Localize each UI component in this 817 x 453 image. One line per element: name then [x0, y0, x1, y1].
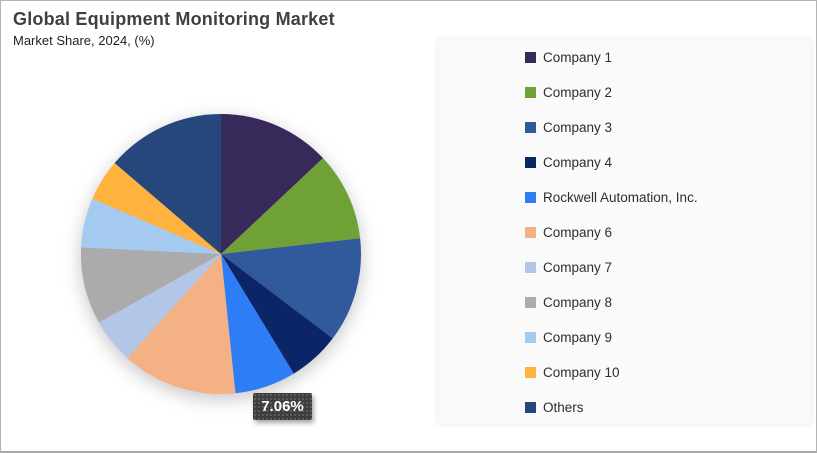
legend-item-company-3[interactable]: Company 3: [525, 110, 811, 145]
pie-data-label-rockwell: 7.06%: [253, 393, 312, 420]
chart-title: Global Equipment Monitoring Market: [13, 9, 335, 29]
legend-label: Company 1: [543, 50, 613, 65]
legend-label: Company 8: [543, 295, 613, 310]
pie-slice-rockwell-automation-inc[interactable]: [221, 254, 294, 394]
chart-subtitle: Market Share, 2024, (%): [13, 33, 155, 48]
legend-swatch-others: [525, 402, 536, 413]
legend-label: Company 3: [543, 120, 613, 135]
legend-label: Company 2: [543, 85, 613, 100]
legend-swatch-rockwell-automation: [525, 192, 536, 203]
legend-label: Others: [543, 400, 584, 415]
chart-legend: Company 1 Company 2 Company 3 Company 4 …: [438, 39, 811, 424]
legend-item-company-8[interactable]: Company 8: [525, 285, 811, 320]
legend-swatch-company-2: [525, 87, 536, 98]
pie-slice-company-3[interactable]: [221, 238, 362, 339]
legend-item-company-6[interactable]: Company 6: [525, 215, 811, 250]
legend-label: Company 7: [543, 260, 613, 275]
pie-slice-company-9[interactable]: [81, 198, 221, 254]
legend-label: Rockwell Automation, Inc.: [543, 190, 698, 205]
pie-slice-company-1[interactable]: [221, 114, 324, 254]
pie-slice-company-8[interactable]: [81, 247, 221, 323]
legend-item-company-1[interactable]: Company 1: [525, 40, 811, 75]
legend-label: Company 9: [543, 330, 613, 345]
legend-swatch-company-10: [525, 367, 536, 378]
pie-chart: [31, 64, 411, 444]
legend-swatch-company-6: [525, 227, 536, 238]
legend-item-company-10[interactable]: Company 10: [525, 355, 811, 390]
legend-swatch-company-9: [525, 332, 536, 343]
chart-header: Global Equipment Monitoring Market Marke…: [13, 9, 335, 48]
legend-label: Company 10: [543, 365, 620, 380]
legend-item-company-4[interactable]: Company 4: [525, 145, 811, 180]
legend-label: Company 6: [543, 225, 613, 240]
pie-slice-company-6[interactable]: [127, 254, 236, 395]
legend-item-company-7[interactable]: Company 7: [525, 250, 811, 285]
legend-item-others[interactable]: Others: [525, 390, 811, 425]
legend-swatch-company-4: [525, 157, 536, 168]
pie-slice-company-10[interactable]: [92, 163, 221, 254]
legend-item-company-2[interactable]: Company 2: [525, 75, 811, 110]
legend-item-rockwell-automation[interactable]: Rockwell Automation, Inc.: [525, 180, 811, 215]
legend-swatch-company-7: [525, 262, 536, 273]
pie-svg: [81, 114, 362, 395]
pie-slice-others[interactable]: [114, 114, 221, 254]
legend-item-company-9[interactable]: Company 9: [525, 320, 811, 355]
legend-swatch-company-8: [525, 297, 536, 308]
pie-slice-company-4[interactable]: [221, 254, 333, 374]
legend-label: Company 4: [543, 155, 613, 170]
legend-swatch-company-1: [525, 52, 536, 63]
pie-slice-company-2[interactable]: [221, 158, 361, 254]
pie-slice-company-7[interactable]: [98, 254, 221, 359]
legend-swatch-company-3: [525, 122, 536, 133]
